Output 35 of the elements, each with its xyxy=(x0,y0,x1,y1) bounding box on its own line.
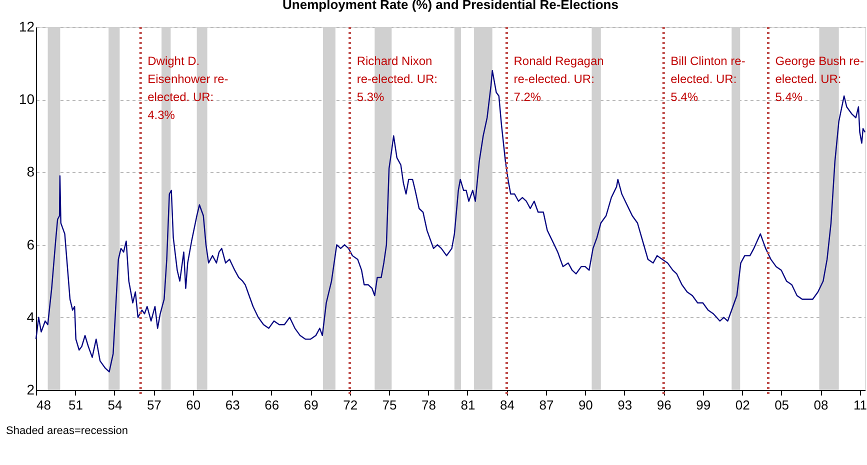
annotation: Richard Nixon re-elected. UR: 5.3% xyxy=(356,54,438,104)
x-tick-label: 63 xyxy=(225,398,240,412)
annotation: George Bush re-elected. UR: 5.4% xyxy=(775,54,864,104)
y-tick-label: 8 xyxy=(26,164,35,180)
x-tick-label: 51 xyxy=(68,398,83,412)
x-tick-label: 96 xyxy=(656,398,672,412)
y-tick-label: 12 xyxy=(18,18,35,34)
line-series xyxy=(35,70,866,372)
x-tick-label: 72 xyxy=(343,398,358,412)
y-tick-label: 4 xyxy=(26,308,35,325)
x-tick-label: 90 xyxy=(578,398,593,412)
x-tick-label: 75 xyxy=(382,398,397,412)
x-tick-label: 99 xyxy=(696,398,711,412)
x-tick-label: 81 xyxy=(460,398,476,412)
x-tick-label: 69 xyxy=(304,398,318,412)
x-tick-label: 66 xyxy=(264,398,280,412)
text: Shaded areas=recession xyxy=(6,425,128,437)
x-tick-label: 08 xyxy=(814,398,828,412)
x-tick-label: 48 xyxy=(36,398,51,412)
x-tick-label: 54 xyxy=(108,398,122,412)
annotation: Bill Clinton re-elected. UR: 5.4% xyxy=(670,54,746,104)
x-tick-label: 11 xyxy=(854,398,867,412)
x-tick-label: 60 xyxy=(186,398,201,412)
y-tick-label: 10 xyxy=(18,91,35,108)
x-tick-label: 78 xyxy=(422,398,436,412)
x-tick-label: 57 xyxy=(146,398,162,412)
x-tick-label: 87 xyxy=(539,398,554,412)
x-tick-label: 02 xyxy=(735,398,750,412)
x-tick-label: 93 xyxy=(618,398,632,412)
annotation: Ronald Regagan re-elected. UR: 7.2% xyxy=(514,54,604,104)
y-tick-label: 2 xyxy=(26,382,35,398)
y-tick-label: 6 xyxy=(26,236,35,252)
annotation: Dwight D. Eisenhower re-elected. UR: 4.3% xyxy=(148,54,228,122)
x-tick-label: 84 xyxy=(500,398,514,412)
x-tick-label: 05 xyxy=(774,398,790,412)
